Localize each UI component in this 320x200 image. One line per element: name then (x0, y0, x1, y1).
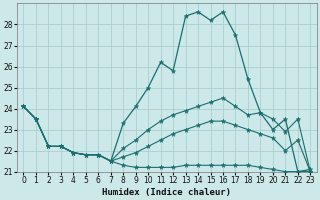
X-axis label: Humidex (Indice chaleur): Humidex (Indice chaleur) (102, 188, 231, 197)
